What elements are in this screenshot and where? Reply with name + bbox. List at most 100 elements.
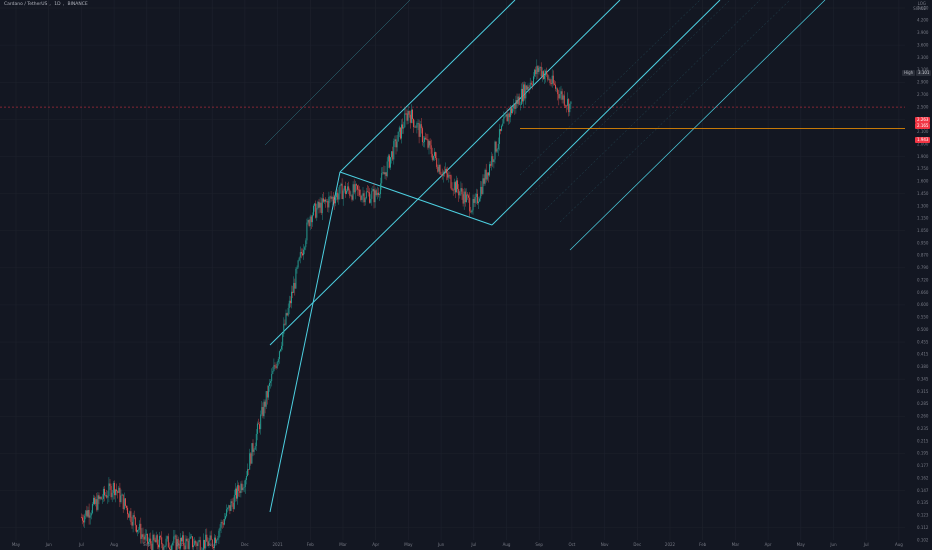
- candle-body: [536, 66, 538, 75]
- candle-body: [472, 198, 474, 211]
- candle-body: [293, 282, 295, 293]
- candle-body: [168, 547, 170, 550]
- candle-body: [132, 515, 134, 526]
- candle-body: [361, 195, 363, 200]
- candle-body: [446, 169, 448, 174]
- candle-body: [269, 382, 270, 386]
- candle-body: [324, 199, 325, 202]
- candle-body: [333, 200, 335, 204]
- candle-body: [414, 126, 416, 128]
- candle-body: [211, 539, 213, 547]
- candle-body: [347, 186, 349, 191]
- candle-body: [96, 499, 98, 510]
- candle-body: [141, 534, 143, 539]
- candle-body: [307, 219, 309, 223]
- candle-body: [464, 191, 466, 203]
- candle-body: [534, 69, 536, 77]
- candle-body: [337, 192, 339, 200]
- candle-body: [223, 518, 225, 525]
- candle-body: [318, 201, 320, 208]
- candle-body: [329, 196, 331, 198]
- y-tick-label: 3.300: [917, 55, 929, 60]
- candle-body: [537, 66, 539, 72]
- candle-body: [287, 308, 289, 316]
- candle-body: [495, 141, 497, 152]
- candle-body: [209, 535, 211, 541]
- candle-body: [124, 498, 126, 506]
- candle-body: [106, 495, 108, 498]
- candle-body: [133, 515, 135, 518]
- x-tick-label: Aug: [110, 542, 118, 547]
- candle-body: [498, 129, 500, 144]
- candle-body: [328, 197, 330, 208]
- candle-body: [128, 514, 130, 518]
- candle-body: [509, 108, 511, 118]
- interval-label[interactable]: 1D: [54, 2, 61, 7]
- x-tick-label: Mar: [339, 542, 347, 547]
- candle-body: [441, 174, 443, 176]
- candle-body: [142, 534, 144, 537]
- candle-body: [416, 123, 418, 128]
- candle-body: [245, 476, 247, 480]
- candle-body: [557, 88, 559, 95]
- candle-body: [319, 202, 321, 208]
- candle-body: [253, 449, 255, 452]
- candle-body: [320, 202, 322, 214]
- candle-body: [384, 172, 386, 175]
- candle-body: [434, 152, 435, 156]
- candle-body: [474, 197, 476, 203]
- candle-body: [175, 535, 177, 550]
- candle-body: [228, 505, 230, 508]
- candle-body: [188, 538, 190, 549]
- candle-body: [526, 85, 528, 90]
- x-tick-label: Nov: [208, 542, 216, 547]
- candle-body: [84, 515, 86, 523]
- candle-body: [314, 203, 316, 206]
- candle-body: [222, 523, 224, 525]
- y-tick-label: 0.720: [917, 277, 929, 282]
- candle-body: [135, 525, 137, 532]
- candle-body: [401, 124, 402, 139]
- candle-body: [358, 189, 360, 191]
- candle-body: [330, 196, 332, 199]
- candle-body: [262, 407, 264, 417]
- candle-body: [568, 99, 570, 113]
- candle-body: [376, 192, 378, 196]
- candle-body: [454, 182, 456, 193]
- x-tick-label: Jun: [437, 542, 445, 547]
- price-tag-2: 2.165: [915, 123, 931, 129]
- candle-body: [174, 535, 176, 537]
- candle-body: [501, 125, 503, 131]
- candle-body: [146, 533, 148, 544]
- high-value-tag: 3.101: [916, 70, 932, 76]
- chart-grid: [0, 0, 905, 540]
- log-scale-toggle[interactable]: LOG SCALE: [913, 1, 926, 11]
- candle-body: [558, 94, 560, 99]
- y-tick-label: 1.600: [917, 179, 929, 184]
- candle-body: [465, 194, 467, 203]
- x-tick-label: Nov: [601, 542, 609, 547]
- candle-body: [445, 169, 446, 172]
- candle-body: [504, 116, 506, 118]
- candle-body: [447, 173, 449, 178]
- candle-body: [172, 542, 174, 546]
- y-tick-label: 2.500: [917, 104, 929, 109]
- candle-body: [144, 535, 146, 540]
- candle-body: [569, 103, 571, 113]
- candle-body: [215, 537, 217, 543]
- candle-body: [244, 479, 246, 488]
- candle-body: [544, 75, 545, 80]
- candle-body: [377, 192, 379, 195]
- candle-body: [184, 545, 186, 550]
- candle-body: [366, 191, 368, 193]
- candle-body: [119, 487, 121, 503]
- candle-body: [483, 178, 485, 184]
- candle-body: [243, 487, 245, 488]
- candle-body: [350, 195, 352, 197]
- candle-body: [344, 185, 346, 194]
- candle-body: [518, 96, 520, 105]
- candle-body: [551, 75, 553, 85]
- candle-body: [562, 95, 564, 100]
- fib-fan-line: [559, 0, 791, 223]
